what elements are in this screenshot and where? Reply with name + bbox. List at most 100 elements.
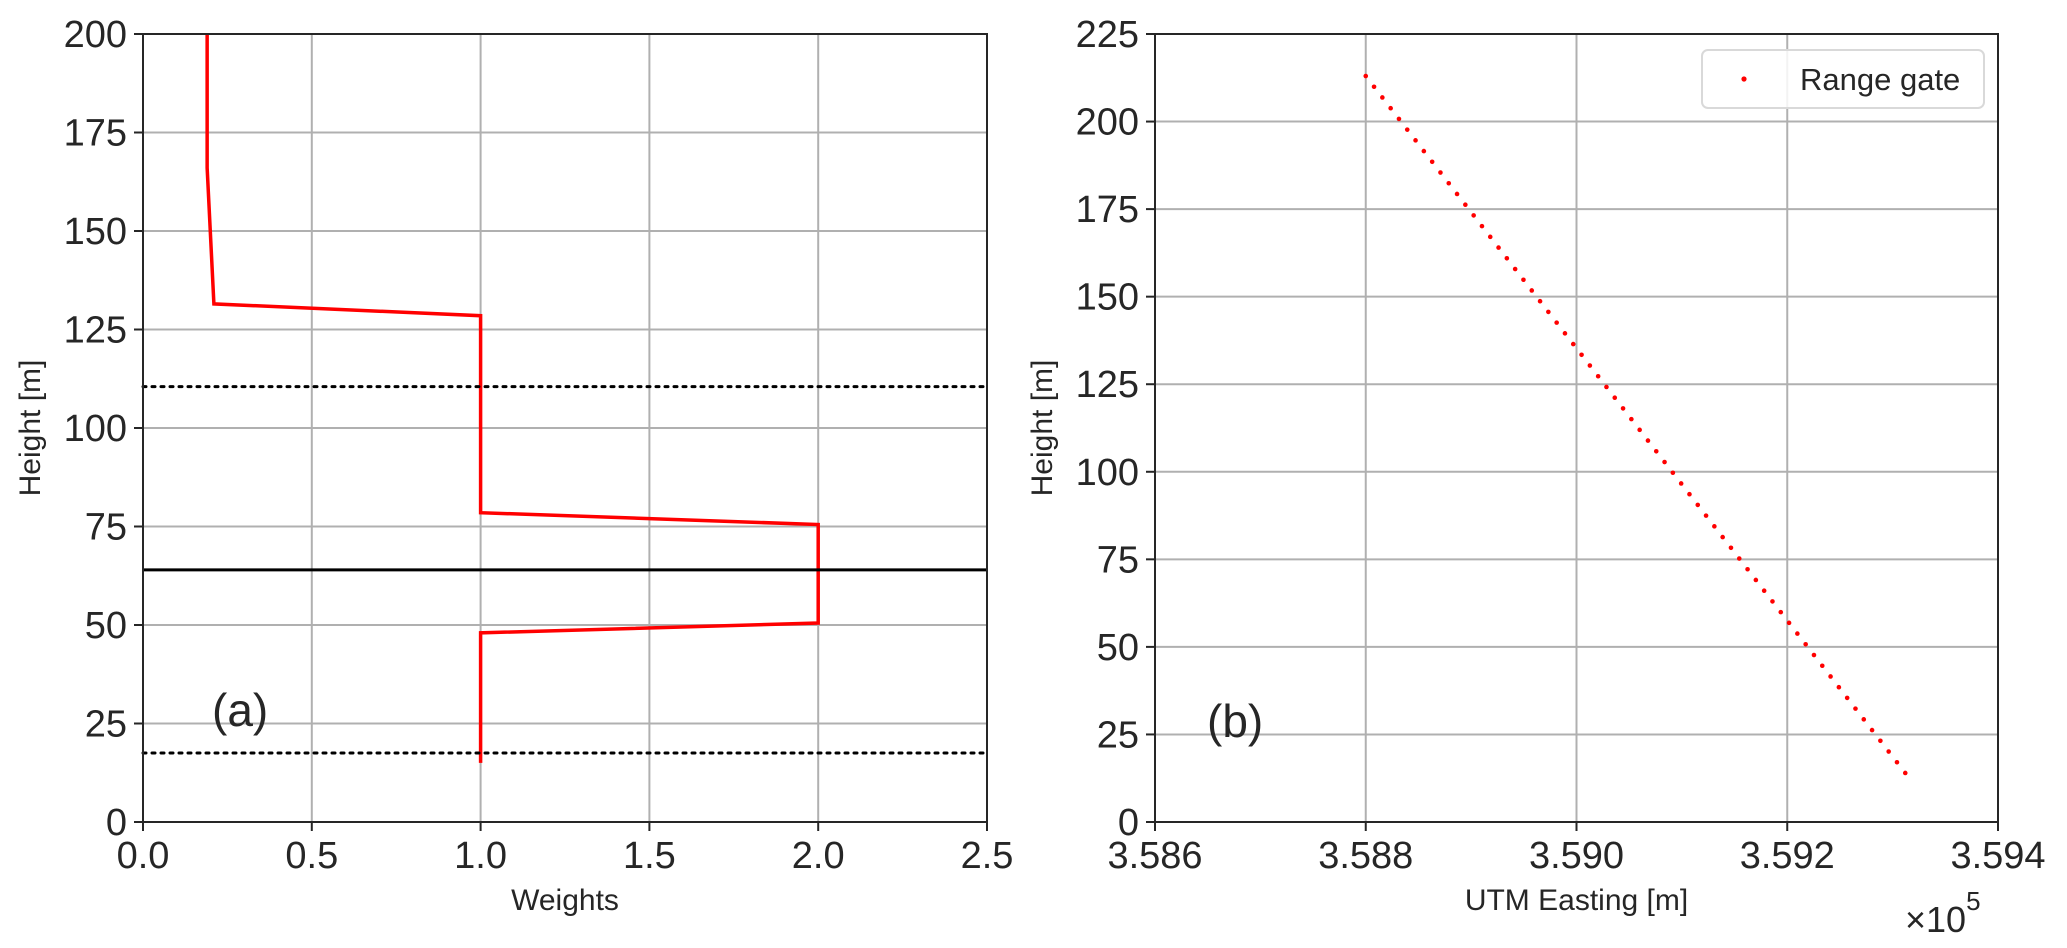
legend: Range gate <box>1701 49 1985 109</box>
range-gate-point <box>1388 105 1393 111</box>
y-axis-label: Height [m] <box>1026 360 1059 497</box>
range-gate-point <box>1496 245 1501 250</box>
range-gate-point <box>1678 481 1684 486</box>
x-axis-label: UTM Easting [m] <box>1465 884 1688 917</box>
panel-a-chart: 0.0 0.5 1.0 1.5 2.0 2.5 0 25 50 75 100 125 150 175 200… <box>14 14 1013 917</box>
range-gate-point <box>1844 695 1850 701</box>
range-gate-point <box>1595 373 1601 379</box>
range-gate-point <box>1612 395 1618 400</box>
y-tick-label: 50 <box>1097 627 1139 669</box>
range-gate-point <box>1712 524 1717 529</box>
range-gate-point <box>1670 470 1676 476</box>
y-tick-label: 150 <box>1076 277 1139 319</box>
range-gate-point <box>1811 652 1817 658</box>
range-gate-point <box>1529 288 1535 293</box>
y-tick-label: 0 <box>106 802 127 844</box>
x-tick-label: 2.5 <box>961 835 1014 877</box>
range-gate-point <box>1421 148 1427 154</box>
range-gate-point <box>1836 684 1842 690</box>
range-gate-point <box>1720 534 1725 540</box>
range-gate-point <box>1687 491 1692 497</box>
y-tick-label: 125 <box>1076 364 1139 406</box>
y-tick-label: 200 <box>1076 102 1139 144</box>
range-gate-point <box>1770 599 1775 604</box>
y-tick-label: 75 <box>1097 539 1139 581</box>
legend-marker <box>1741 76 1747 82</box>
range-gate-point <box>1438 170 1443 175</box>
range-gate-point <box>1819 663 1825 669</box>
range-gate-point <box>1562 331 1568 336</box>
range-gate-point <box>1861 717 1867 722</box>
range-gate-point <box>1487 234 1493 240</box>
x-tick-label: 1.5 <box>623 835 676 877</box>
range-gate-point <box>1653 449 1659 454</box>
range-gate-point <box>1902 770 1908 776</box>
x-tick-label: 3.586 <box>1107 835 1202 877</box>
panel-label: (b) <box>1207 695 1263 747</box>
range-gate-point <box>1537 298 1543 304</box>
panel-label: (a) <box>212 684 268 736</box>
x-axis-label: Weights <box>511 884 619 917</box>
range-gate-point <box>1363 73 1369 79</box>
y-tick-label: 100 <box>1076 452 1139 494</box>
panel-b-chart: 3.586 3.588 3.590 3.592 3.594 0 25 50 75 100 125 15… <box>1026 14 2046 940</box>
range-gate-point <box>1645 438 1651 443</box>
range-gate-point <box>1504 256 1510 261</box>
y-tick-label: 0 <box>1118 802 1139 844</box>
range-gate-point <box>1371 84 1377 90</box>
range-gate-point <box>1512 266 1518 272</box>
legend-label: Range gate <box>1800 62 1960 97</box>
y-tick-label: 25 <box>85 704 127 746</box>
y-tick-label: 100 <box>64 408 127 450</box>
range-gate-point <box>1579 352 1584 358</box>
range-gate-point <box>1869 727 1875 733</box>
x-tick-label: 3.590 <box>1529 835 1624 877</box>
y-tick-label: 175 <box>64 113 127 155</box>
range-gate-point <box>1570 341 1576 347</box>
range-gate-point <box>1413 138 1418 143</box>
y-tick-label: 150 <box>64 211 127 253</box>
range-gate-point <box>1629 416 1634 422</box>
y-tick-label: 25 <box>1097 714 1139 756</box>
y-tick-label: 175 <box>1076 189 1139 231</box>
y-tick-label: 125 <box>64 310 127 352</box>
x-tick-label: 1.0 <box>454 835 507 877</box>
range-gate-point <box>1753 577 1759 583</box>
range-gate-point <box>1878 738 1883 744</box>
x-tick-label: 2.0 <box>792 835 845 877</box>
range-gate-point <box>1886 749 1891 754</box>
range-gate-point <box>1396 116 1402 122</box>
x-offset-exponent: 5 <box>1966 886 1980 916</box>
range-gate-point <box>1546 309 1551 315</box>
y-tick-label: 50 <box>85 605 127 647</box>
range-gate-point <box>1380 95 1385 100</box>
range-gate-point <box>1429 159 1435 165</box>
x-tick-label: 3.592 <box>1740 835 1835 877</box>
range-gate-point <box>1471 213 1476 218</box>
x-offset-base: ×10 <box>1905 899 1966 940</box>
weights-profile-line <box>205 34 820 763</box>
range-gate-point <box>1695 502 1701 508</box>
range-gate-point <box>1454 191 1460 197</box>
range-gate-point <box>1637 427 1642 433</box>
range-gate-point <box>1795 631 1800 636</box>
range-gate-point <box>1803 642 1808 647</box>
range-gate-point <box>1404 127 1410 132</box>
range-gate-point <box>1728 545 1734 551</box>
range-gate-point <box>1620 406 1626 411</box>
range-gate-point <box>1703 513 1709 518</box>
range-gate-point <box>1463 202 1468 207</box>
range-gate-point <box>1662 459 1667 465</box>
range-gate-point <box>1778 609 1784 615</box>
range-gate-point <box>1479 223 1485 229</box>
range-gate-point <box>1554 320 1559 325</box>
range-gate-point <box>1604 384 1609 390</box>
range-gate-point <box>1786 620 1792 626</box>
range-gate-point <box>1894 759 1900 765</box>
range-gate-point <box>1446 180 1452 186</box>
x-tick-label: 0.0 <box>117 835 170 877</box>
x-tick-label: 0.5 <box>285 835 338 877</box>
range-gate-point <box>1587 363 1593 368</box>
range-gate-point <box>1745 566 1750 572</box>
